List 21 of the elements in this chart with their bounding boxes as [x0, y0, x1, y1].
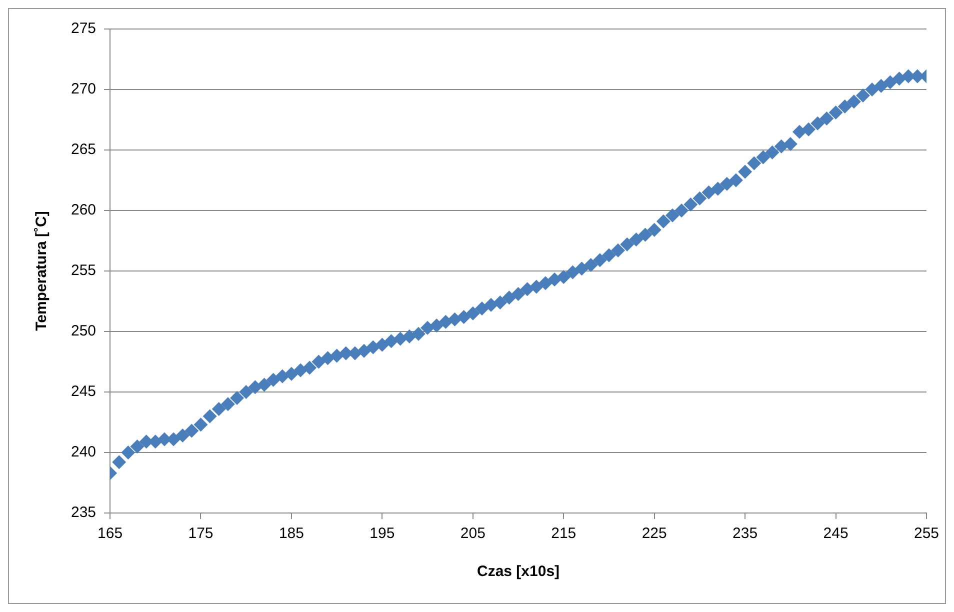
x-tick-label: 245: [823, 525, 848, 542]
x-tick-label: 175: [188, 525, 214, 542]
y-tick-label: 270: [70, 80, 96, 98]
x-tick-label: 195: [370, 525, 395, 542]
y-tick-label: 245: [70, 383, 96, 400]
x-tick-label: 165: [98, 525, 123, 542]
y-tick-label: 240: [70, 444, 96, 461]
x-tick-label: 225: [642, 525, 667, 542]
x-tick-label: 185: [278, 525, 304, 542]
x-tick-label: 235: [732, 525, 758, 542]
y-tick-label: 260: [70, 202, 96, 219]
x-tick-label: 255: [914, 525, 939, 542]
y-axis-title: Temperatura [˚C]: [33, 211, 50, 331]
y-tick-label: 235: [70, 504, 96, 522]
y-tick-label: 275: [70, 20, 96, 38]
y-tick-label: 255: [70, 262, 96, 280]
y-tick-label: 250: [70, 322, 96, 340]
x-axis-title: Czas [x10s]: [476, 563, 560, 580]
x-tick-label: 205: [460, 525, 486, 542]
x-tick-label: 215: [551, 525, 576, 542]
y-tick-label: 265: [70, 141, 96, 158]
